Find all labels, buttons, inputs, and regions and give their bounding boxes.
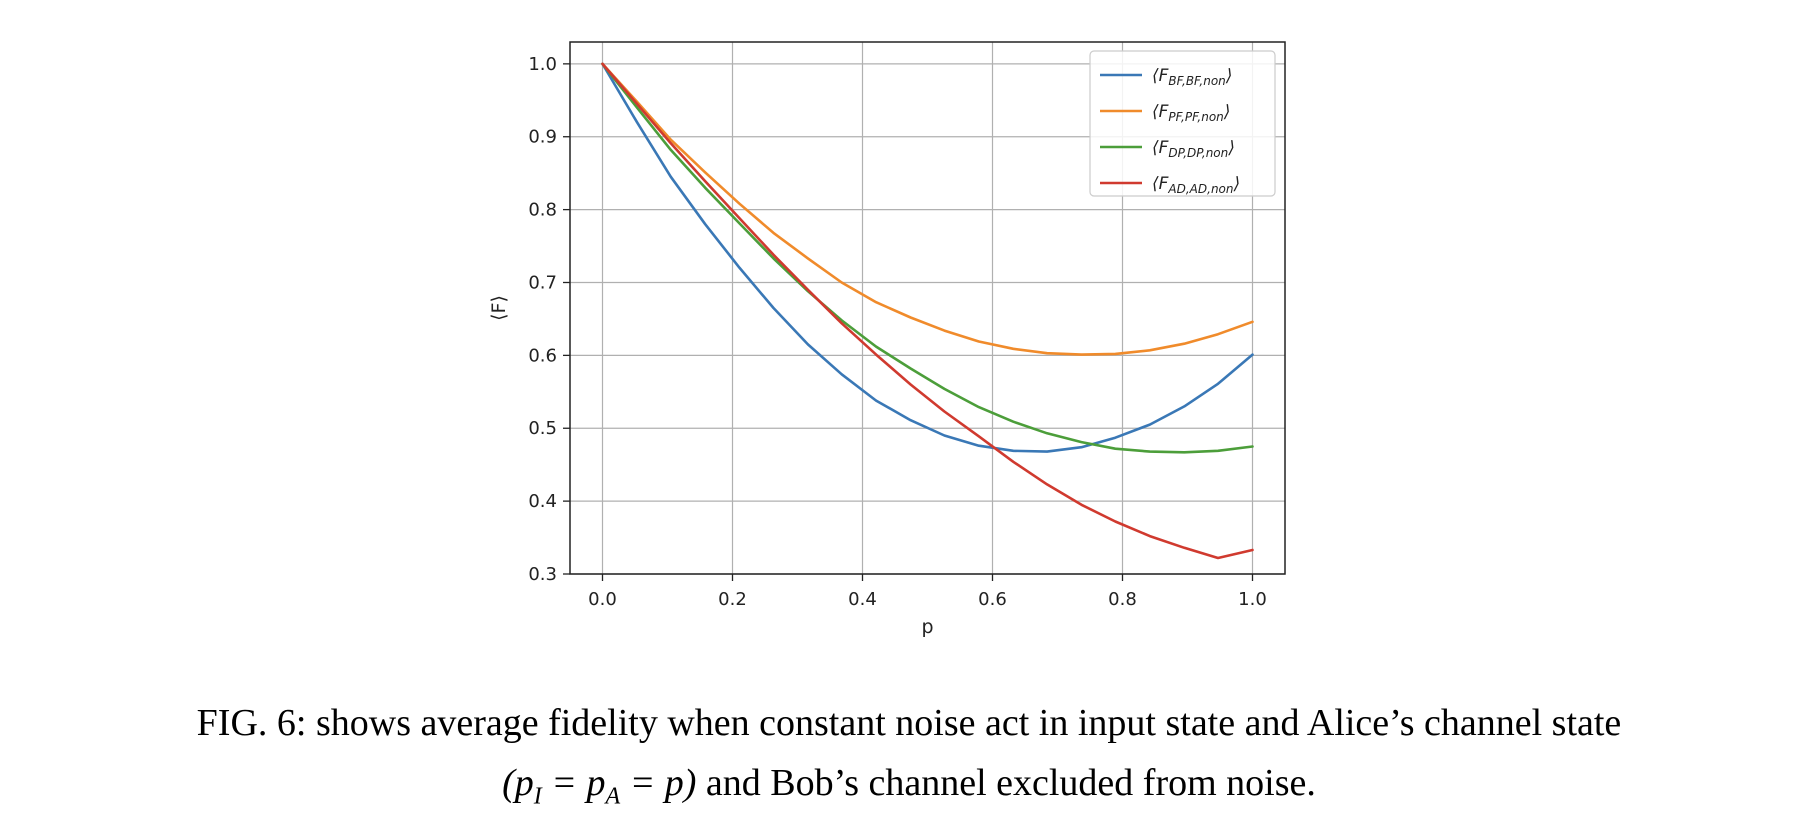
y-tick-label: 0.7: [528, 272, 557, 293]
x-tick-label: 0.4: [848, 589, 877, 610]
legend-box: [1089, 50, 1276, 197]
x-tick-label: 0.0: [588, 589, 617, 610]
y-tick-label: 0.5: [528, 418, 557, 439]
legend-label-1: ⟨FBF,BF,non⟩: [1152, 66, 1232, 88]
x-tick-label: 0.8: [1108, 589, 1137, 610]
series-line-3: [601, 62, 1254, 454]
y-tick-label: 0.6: [528, 345, 557, 366]
caption-line-2: (pI = pA = p) and Bob’s channel excluded…: [0, 753, 1818, 827]
plot-frame: [569, 41, 1286, 575]
chart-area: 0.0 0.2 0.4 0.6 0.8 1.0 0.3 0.4 0.5 0.6 0.7 0.8 0.9 1…: [488, 41, 1286, 638]
y-tick-label: 0.9: [528, 127, 557, 148]
caption-suffix: and Bob’s channel excluded from noise.: [705, 762, 1316, 804]
caption-math: (pI = pA = p): [502, 762, 697, 810]
legend-label-4: ⟨FAD,AD,non⟩: [1152, 174, 1240, 196]
series-line-2: [601, 62, 1254, 356]
x-tick-label: 0.6: [978, 589, 1007, 610]
legend-label-2: ⟨FPF,PF,non⟩: [1152, 102, 1230, 124]
figure-caption: FIG. 6: shows average fidelity when cons…: [0, 693, 1818, 827]
series-line-4: [601, 62, 1254, 560]
y-axis-label: ⟨F⟩: [488, 295, 510, 321]
y-tick-label: 1.0: [528, 54, 557, 75]
line-chart: 0.0 0.2 0.4 0.6 0.8 1.0 0.3 0.4 0.5 0.6 0.7 0.8 0.9 1…: [488, 41, 1286, 638]
x-tick-label: 1.0: [1238, 589, 1267, 610]
caption-line-1: FIG. 6: shows average fidelity when cons…: [196, 702, 1622, 744]
y-tick-label: 0.4: [528, 491, 557, 512]
x-axis-label: p: [921, 616, 933, 638]
y-tick-label: 0.8: [528, 200, 557, 221]
legend-label-3: ⟨FDP,DP,non⟩: [1152, 138, 1235, 160]
y-tick-label: 0.3: [528, 564, 557, 585]
x-tick-label: 0.2: [718, 589, 747, 610]
series-line-1: [601, 62, 1254, 453]
